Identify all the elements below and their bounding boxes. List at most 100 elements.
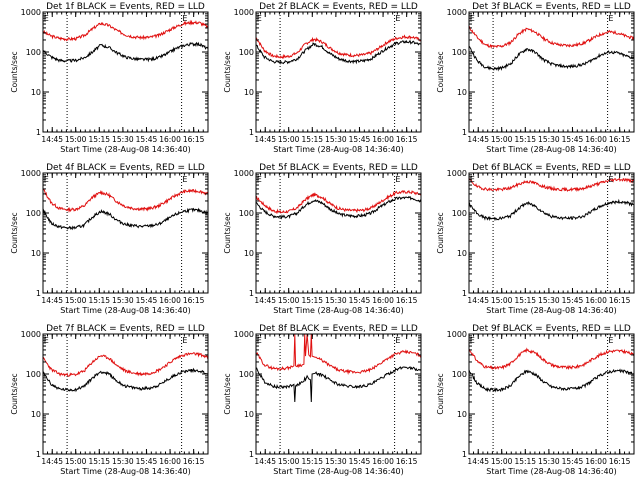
y-tick-label: 1 xyxy=(36,289,41,298)
y-tick-label: 10 xyxy=(457,410,467,419)
panel-title: Det 1f BLACK = Events, RED = LLD xyxy=(46,2,205,12)
lld-series-line xyxy=(42,352,209,377)
x-tick-label: 14:45 xyxy=(41,135,63,144)
event-marker-label: E xyxy=(395,175,400,184)
lld-series-line xyxy=(255,34,422,60)
x-axis-label: Start Time (28-Aug-08 14:36:40) xyxy=(486,467,617,476)
y-axis-label: Counts/sec xyxy=(10,212,19,253)
event-marker-label: E xyxy=(608,175,613,184)
x-tick-label: 15:00 xyxy=(491,457,513,466)
plot-frame xyxy=(468,11,635,133)
y-tick-label: 10 xyxy=(31,88,41,97)
y-tick-label: 100 xyxy=(26,48,41,57)
x-tick-label: 15:15 xyxy=(514,135,536,144)
y-tick-label: 1000 xyxy=(234,169,254,178)
x-tick-label: 15:00 xyxy=(278,457,300,466)
x-tick-label: 15:30 xyxy=(325,457,347,466)
y-tick-label: 10 xyxy=(457,249,467,258)
panel-title: Det 8f BLACK = Events, RED = LLD xyxy=(259,324,418,334)
y-tick-label: 10 xyxy=(244,249,254,258)
x-axis-label: Start Time (28-Aug-08 14:36:40) xyxy=(60,467,191,476)
y-tick-label: 1000 xyxy=(21,330,41,339)
event-marker-label: E xyxy=(182,175,187,184)
x-tick-label: 16:15 xyxy=(609,135,631,144)
events-series-line xyxy=(255,195,422,220)
x-tick-label: 16:00 xyxy=(372,457,394,466)
detector-panel: Det 9f BLACK = Events, RED = LLD 1 10 100 10… xyxy=(436,324,635,476)
events-series-line xyxy=(255,365,422,403)
x-tick-label: 15:30 xyxy=(538,296,560,305)
y-tick-label: 1 xyxy=(36,128,41,137)
x-tick-label: 15:15 xyxy=(88,457,110,466)
x-tick-label: 16:00 xyxy=(372,296,394,305)
x-tick-label: 15:00 xyxy=(65,135,87,144)
event-marker-label: E xyxy=(44,175,49,184)
x-tick-label: 15:15 xyxy=(301,135,323,144)
x-tick-label: 16:00 xyxy=(585,457,607,466)
y-tick-label: 1 xyxy=(249,450,254,459)
detector-panel: Det 4f BLACK = Events, RED = LLD 1 10 100 10… xyxy=(10,163,209,315)
detector-panel: Det 7f BLACK = Events, RED = LLD 1 10 100 10… xyxy=(10,324,209,476)
x-axis-label: Start Time (28-Aug-08 14:36:40) xyxy=(486,145,617,154)
y-tick-label: 10 xyxy=(244,88,254,97)
y-axis-label: Counts/sec xyxy=(436,212,445,253)
x-tick-label: 16:15 xyxy=(609,457,631,466)
x-tick-label: 16:15 xyxy=(183,135,205,144)
y-axis-label: Counts/sec xyxy=(10,51,19,92)
x-tick-label: 15:30 xyxy=(112,135,134,144)
x-tick-label: 15:45 xyxy=(349,296,371,305)
detector-panel: Det 1f BLACK = Events, RED = LLD 1 10 100 10… xyxy=(10,2,209,154)
x-tick-label: 16:15 xyxy=(396,457,418,466)
x-tick-label: 14:45 xyxy=(254,296,276,305)
detector-panel: Det 5f BLACK = Events, RED = LLD 1 10 100 10… xyxy=(223,163,422,315)
x-tick-label: 14:45 xyxy=(254,457,276,466)
x-tick-label: 16:00 xyxy=(159,296,181,305)
event-marker-label: E xyxy=(395,336,400,345)
events-series-line xyxy=(468,368,635,393)
y-tick-label: 1000 xyxy=(21,169,41,178)
panel-title: Det 9f BLACK = Events, RED = LLD xyxy=(472,324,631,334)
x-tick-label: 15:45 xyxy=(349,457,371,466)
x-tick-label: 14:45 xyxy=(467,135,489,144)
panel-title: Det 2f BLACK = Events, RED = LLD xyxy=(259,2,418,12)
y-tick-label: 1 xyxy=(249,289,254,298)
y-tick-label: 1 xyxy=(36,450,41,459)
y-tick-label: 1000 xyxy=(234,330,254,339)
detector-panel: Det 8f BLACK = Events, RED = LLD 1 10 100 10… xyxy=(223,324,422,476)
y-axis-label: Counts/sec xyxy=(223,212,232,253)
x-tick-label: 15:45 xyxy=(136,457,158,466)
y-tick-label: 10 xyxy=(457,88,467,97)
y-tick-label: 100 xyxy=(26,370,41,379)
lld-series-line xyxy=(42,19,209,42)
y-tick-label: 100 xyxy=(452,48,467,57)
y-tick-label: 100 xyxy=(452,370,467,379)
plot-frame xyxy=(255,11,422,133)
x-tick-label: 15:30 xyxy=(325,296,347,305)
detector-panel: Det 2f BLACK = Events, RED = LLD 1 10 100 10… xyxy=(223,2,422,154)
y-axis-label: Counts/sec xyxy=(436,373,445,414)
y-tick-label: 10 xyxy=(244,410,254,419)
x-tick-label: 15:30 xyxy=(112,296,134,305)
event-marker-label: E xyxy=(608,14,613,23)
event-marker-label: E xyxy=(257,175,262,184)
x-tick-label: 15:00 xyxy=(491,135,513,144)
x-tick-label: 16:15 xyxy=(183,296,205,305)
detector-panel: Det 6f BLACK = Events, RED = LLD 1 10 100 10… xyxy=(436,163,635,315)
x-tick-label: 15:00 xyxy=(65,296,87,305)
y-tick-label: 100 xyxy=(239,48,254,57)
x-tick-label: 15:30 xyxy=(538,457,560,466)
lld-series-line xyxy=(468,347,635,371)
events-series-line xyxy=(42,207,209,231)
x-tick-label: 15:15 xyxy=(88,135,110,144)
x-tick-label: 16:15 xyxy=(396,135,418,144)
panel-title: Det 3f BLACK = Events, RED = LLD xyxy=(472,2,631,12)
x-tick-label: 15:00 xyxy=(65,457,87,466)
x-tick-label: 14:45 xyxy=(467,457,489,466)
x-tick-label: 15:15 xyxy=(514,296,536,305)
x-tick-label: 15:45 xyxy=(562,457,584,466)
x-axis-label: Start Time (28-Aug-08 14:36:40) xyxy=(273,145,404,154)
plot-frame xyxy=(255,172,422,294)
x-tick-label: 15:30 xyxy=(538,135,560,144)
y-tick-label: 1 xyxy=(462,450,467,459)
